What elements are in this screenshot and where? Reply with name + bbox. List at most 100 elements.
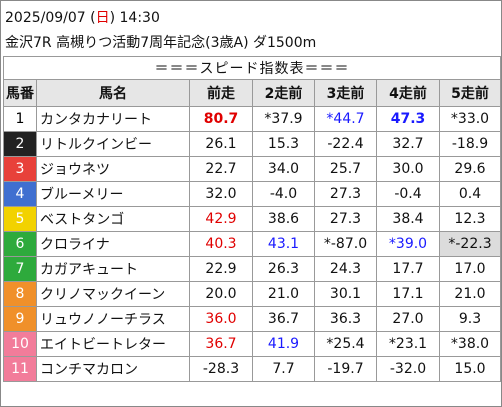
- race-line: 金沢7R 高槻りつ活動7周年記念(3歳A) ダ1500m: [5, 35, 317, 51]
- horse-number: 4: [3, 181, 37, 207]
- speed-index: 34.0: [252, 156, 315, 182]
- speed-index: 38.6: [252, 206, 315, 232]
- speed-index: *39.0: [376, 231, 440, 257]
- speed-index: -32.0: [376, 356, 440, 382]
- speed-index: *-22.3: [439, 231, 501, 257]
- horse-row: 11 コンチマカロン -28.3 7.7 -19.7 -32.0 15.0: [3, 356, 501, 382]
- speed-table: ＝＝＝スピード指数表＝＝＝ 馬番 馬名 前走 2走前 3走前 4走前 5走前 1 カンタカナリート…: [3, 56, 501, 382]
- header-row: 馬番 馬名 前走 2走前 3走前 4走前 5走前: [3, 79, 501, 107]
- horse-number: 8: [3, 281, 37, 307]
- horse-name: クリノマックイーン: [36, 281, 190, 307]
- column-header: 2走前: [252, 79, 315, 107]
- speed-index: 36.7: [252, 306, 315, 332]
- speed-index: 17.0: [439, 256, 501, 282]
- speed-index: -22.4: [314, 131, 377, 157]
- speed-index: 17.1: [376, 281, 440, 307]
- horse-row: 2 リトルクインビー 26.1 15.3 -22.4 32.7 -18.9: [3, 131, 501, 157]
- speed-index: 32.0: [189, 181, 253, 207]
- speed-index: *25.4: [314, 331, 377, 357]
- speed-index: 7.7: [252, 356, 315, 382]
- speed-index: 38.4: [376, 206, 440, 232]
- speed-index: 47.3: [376, 106, 440, 132]
- horse-name: リトルクインビー: [36, 131, 190, 157]
- horse-row: 5 ベストタンゴ 42.9 38.6 27.3 38.4 12.3: [3, 206, 501, 232]
- horse-row: 6 クロライナ 40.3 43.1 *-87.0 *39.0 *-22.3: [3, 231, 501, 257]
- speed-index: 36.7: [189, 331, 253, 357]
- horse-number: 5: [3, 206, 37, 232]
- horse-number: 10: [3, 331, 37, 357]
- speed-index: 43.1: [252, 231, 315, 257]
- horse-number: 11: [3, 356, 37, 382]
- horse-row: 4 ブルーメリー 32.0 -4.0 27.3 -0.4 0.4: [3, 181, 501, 207]
- speed-index: 17.7: [376, 256, 440, 282]
- speed-index: -19.7: [314, 356, 377, 382]
- speed-index: 29.6: [439, 156, 501, 182]
- speed-index: 80.7: [189, 106, 253, 132]
- column-header: 馬名: [36, 79, 190, 107]
- horse-name: ジョウネツ: [36, 156, 190, 182]
- speed-index: 36.0: [189, 306, 253, 332]
- horse-number: 1: [3, 106, 37, 132]
- speed-index: 21.0: [252, 281, 315, 307]
- column-header: 馬番: [3, 79, 37, 107]
- speed-index: 32.7: [376, 131, 440, 157]
- speed-index: -0.4: [376, 181, 440, 207]
- banner-row: ＝＝＝スピード指数表＝＝＝: [3, 56, 501, 80]
- speed-index: 22.9: [189, 256, 253, 282]
- horse-row: 9 リュウノノーチラス 36.0 36.7 36.3 27.0 9.3: [3, 306, 501, 332]
- speed-index: 27.3: [314, 181, 377, 207]
- horse-name: コンチマカロン: [36, 356, 190, 382]
- speed-index: 15.3: [252, 131, 315, 157]
- horse-number: 6: [3, 231, 37, 257]
- speed-index: 0.4: [439, 181, 501, 207]
- speed-index: -28.3: [189, 356, 253, 382]
- column-header: 前走: [189, 79, 253, 107]
- speed-index: *-87.0: [314, 231, 377, 257]
- horse-name: リュウノノーチラス: [36, 306, 190, 332]
- speed-index: 27.3: [314, 206, 377, 232]
- speed-index: -18.9: [439, 131, 501, 157]
- horse-number: 3: [3, 156, 37, 182]
- horse-row: 8 クリノマックイーン 20.0 21.0 30.1 17.1 21.0: [3, 281, 501, 307]
- speed-index: 30.1: [314, 281, 377, 307]
- speed-index: -4.0: [252, 181, 315, 207]
- date-line: 2025/09/07 (日) 14:30: [5, 7, 160, 27]
- speed-index: 22.7: [189, 156, 253, 182]
- horse-name: ベストタンゴ: [36, 206, 190, 232]
- speed-index: 26.3: [252, 256, 315, 282]
- horse-number: 2: [3, 131, 37, 157]
- speed-index: 40.3: [189, 231, 253, 257]
- horse-name: エイトビートレター: [36, 331, 190, 357]
- horse-row: 1 カンタカナリート 80.7 *37.9 *44.7 47.3 *33.0: [3, 106, 501, 132]
- speed-index: 25.7: [314, 156, 377, 182]
- speed-index: 36.3: [314, 306, 377, 332]
- horse-row: 3 ジョウネツ 22.7 34.0 25.7 30.0 29.6: [3, 156, 501, 182]
- date-part: 2025/09/07 (: [5, 10, 96, 26]
- speed-index: *23.1: [376, 331, 440, 357]
- horse-name: カンタカナリート: [36, 106, 190, 132]
- banner: ＝＝＝スピード指数表＝＝＝: [3, 56, 501, 80]
- column-header: 4走前: [376, 79, 440, 107]
- speed-index: 20.0: [189, 281, 253, 307]
- date-part: ) 14:30: [109, 10, 160, 26]
- speed-index: 12.3: [439, 206, 501, 232]
- speed-index: *33.0: [439, 106, 501, 132]
- speed-index: 15.0: [439, 356, 501, 382]
- column-header: 5走前: [439, 79, 501, 107]
- speed-index: 41.9: [252, 331, 315, 357]
- horse-name: クロライナ: [36, 231, 190, 257]
- date-part: 日: [95, 10, 110, 26]
- column-header: 3走前: [314, 79, 377, 107]
- speed-index: 27.0: [376, 306, 440, 332]
- speed-index: 30.0: [376, 156, 440, 182]
- horse-name: カガアキュート: [36, 256, 190, 282]
- horse-name: ブルーメリー: [36, 181, 190, 207]
- speed-index: *38.0: [439, 331, 501, 357]
- speed-index: 42.9: [189, 206, 253, 232]
- horse-row: 10 エイトビートレター 36.7 41.9 *25.4 *23.1 *38.0: [3, 331, 501, 357]
- horse-number: 7: [3, 256, 37, 282]
- horse-row: 7 カガアキュート 22.9 26.3 24.3 17.7 17.0: [3, 256, 501, 282]
- speed-index: 24.3: [314, 256, 377, 282]
- speed-index: 26.1: [189, 131, 253, 157]
